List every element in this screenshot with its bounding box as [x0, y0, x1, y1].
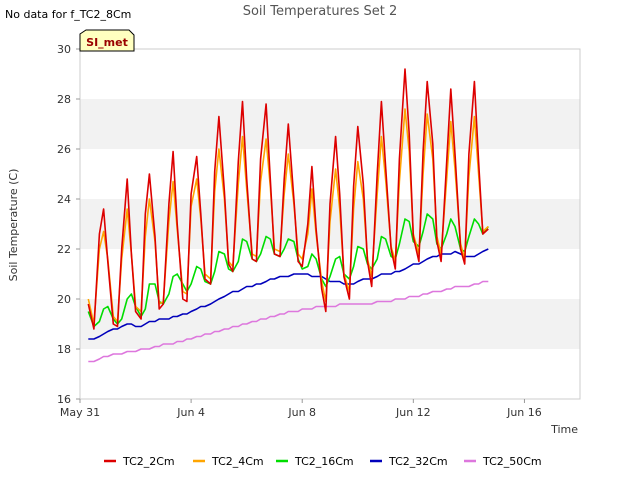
legend-label: TC2_4Cm	[211, 455, 264, 468]
x-tick-label: Jun 8	[287, 406, 316, 419]
legend-label: TC2_32Cm	[388, 455, 448, 468]
x-tick-label: Jun 16	[506, 406, 542, 419]
legend-label: TC2_50Cm	[482, 455, 542, 468]
plot-frame	[79, 48, 581, 400]
y-tick-label: 30	[57, 43, 71, 56]
site-badge: SI_met	[79, 29, 135, 52]
site-badge-label: SI_met	[86, 36, 128, 49]
y-axis-label: Soil Temperature (C)	[7, 169, 20, 282]
y-tick-label: 22	[57, 243, 71, 256]
series-line-tc2-50cm	[88, 280, 489, 363]
series-line-tc2-32cm	[88, 248, 489, 340]
legend-label: TC2_2Cm	[122, 455, 175, 468]
chart-title: Soil Temperatures Set 2	[243, 4, 398, 19]
y-axis-ticks: 16 18 20 22 24 26 28 30	[57, 43, 80, 406]
y-tick-label: 18	[57, 343, 71, 356]
y-tick-label: 20	[57, 293, 71, 306]
y-tick-label: 26	[57, 143, 71, 156]
series-line-tc2-2cm	[87, 68, 489, 330]
x-tick-label: Jun 12	[395, 406, 431, 419]
grid-band	[80, 299, 580, 349]
x-axis-label: Time	[550, 423, 578, 436]
series-lines	[87, 68, 489, 363]
legend-label: TC2_16Cm	[294, 455, 354, 468]
site-badge-shape	[79, 29, 135, 52]
x-tick-label: May 31	[60, 406, 100, 419]
y-tick-label: 28	[57, 93, 71, 106]
corner-note: No data for f_TC2_8Cm	[5, 8, 131, 21]
legend: TC2_2Cm TC2_4Cm TC2_16Cm TC2_32Cm TC2_50Cm	[104, 455, 542, 468]
x-axis-ticks: May 31 Jun 4 Jun 8 Jun 12 Jun 16	[60, 399, 542, 419]
x-tick-label: Jun 4	[176, 406, 205, 419]
grid-band	[80, 99, 580, 149]
y-tick-label: 16	[57, 393, 71, 406]
series-line-tc2-16cm	[87, 213, 489, 328]
y-tick-label: 24	[57, 193, 71, 206]
